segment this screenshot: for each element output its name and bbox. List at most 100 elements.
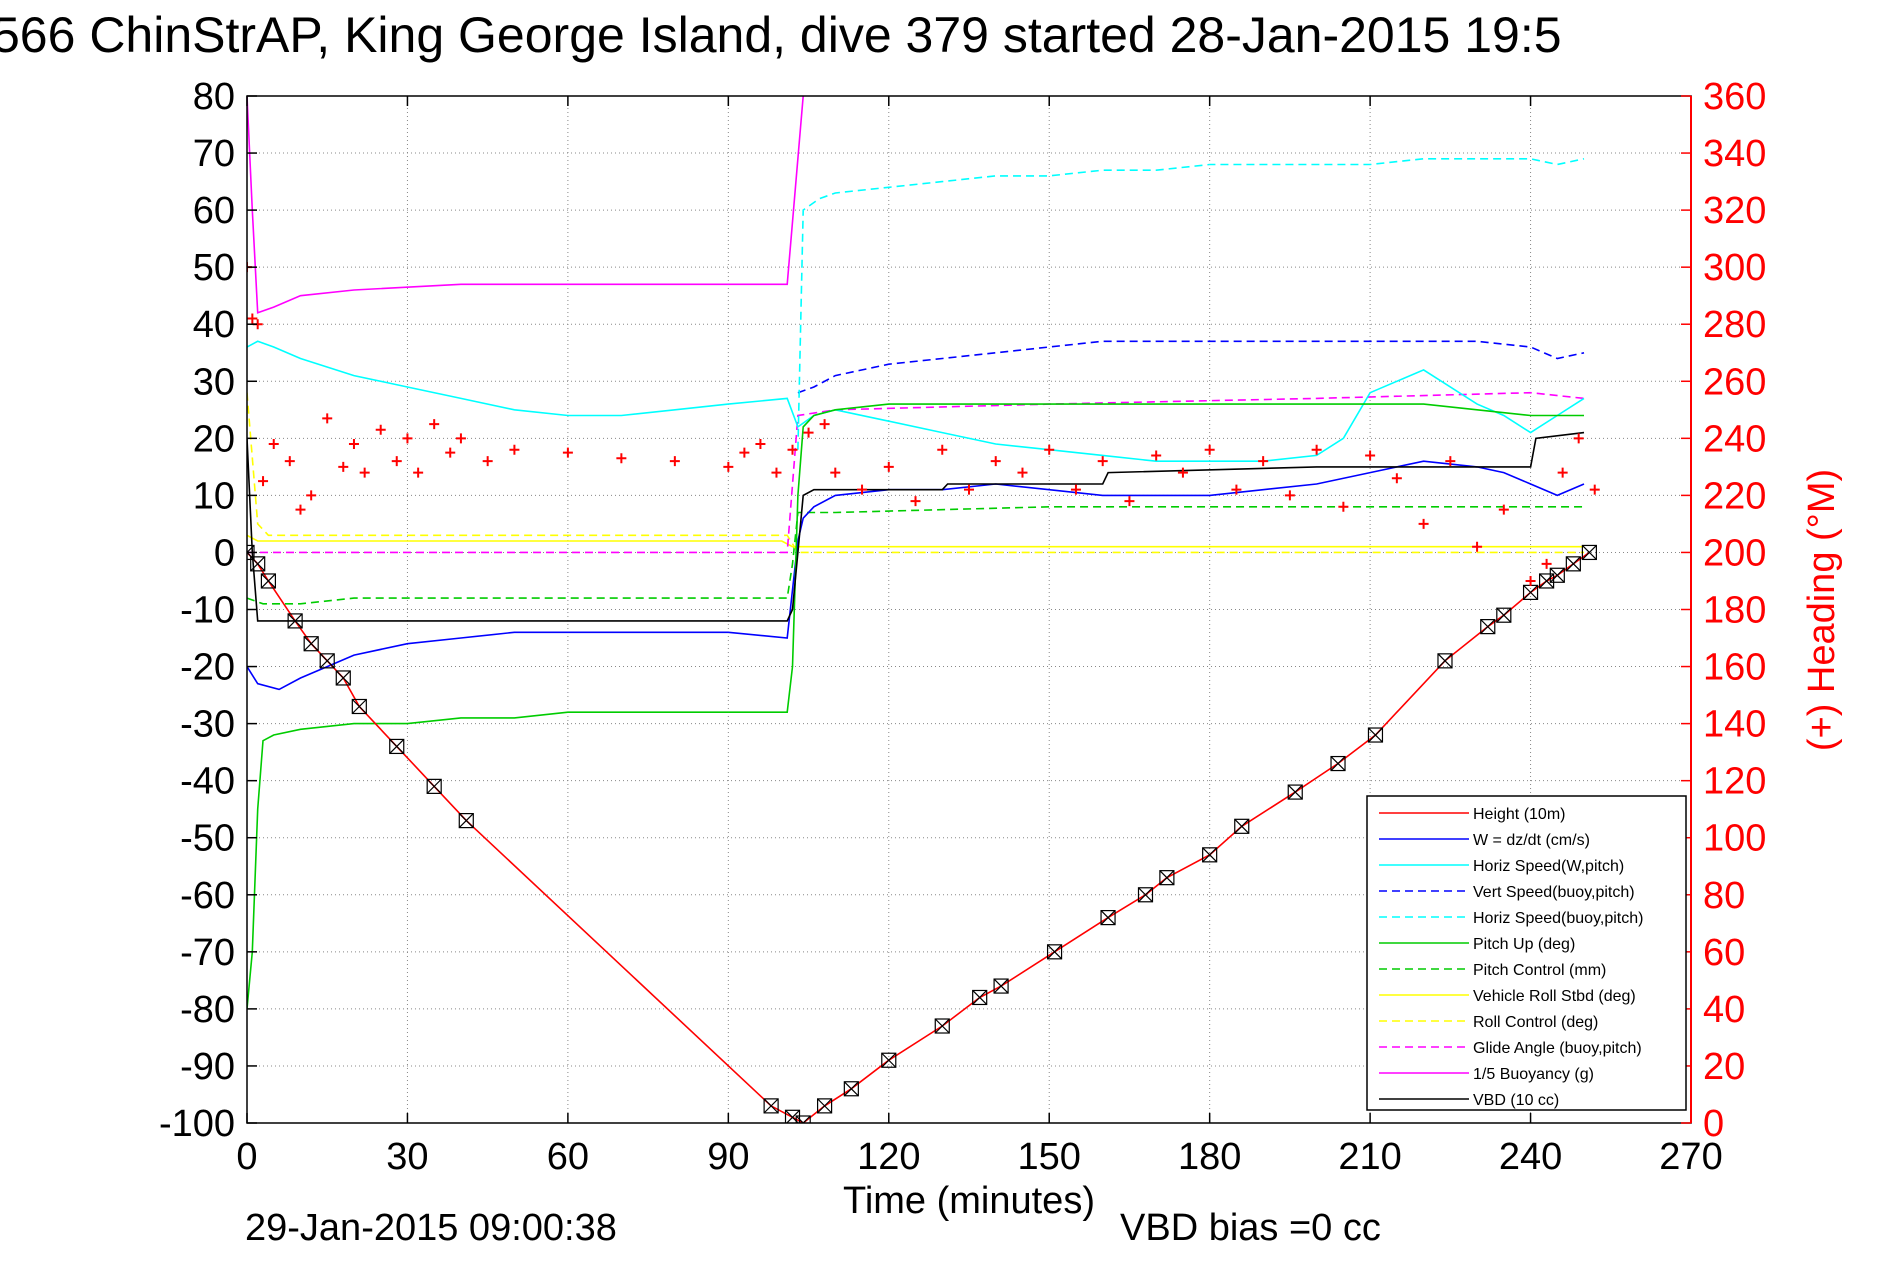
height-marker [934, 1018, 950, 1034]
height-marker [1480, 619, 1496, 635]
marker-box [1202, 847, 1218, 863]
marker-box [1159, 870, 1175, 886]
heading-point [1204, 444, 1215, 455]
heading-point [445, 447, 456, 458]
heading-point [1311, 444, 1322, 455]
legend-label: Roll Control (deg) [1473, 1014, 1598, 1031]
heading-point [787, 444, 798, 455]
heading-point [739, 447, 750, 458]
heading-point [429, 419, 440, 430]
marker-box [1538, 573, 1555, 589]
marker-cross [843, 1081, 859, 1097]
marker-cross [1234, 818, 1250, 834]
heading-point [247, 313, 258, 324]
heading-point [1445, 456, 1456, 467]
height-marker [250, 556, 266, 572]
x-tick-label: 0 [236, 1136, 257, 1178]
marker-cross [1523, 584, 1538, 600]
marker-box [1549, 567, 1565, 583]
heading-point [1338, 501, 1349, 512]
marker-cross [881, 1052, 897, 1068]
marker-box [426, 778, 442, 794]
marker-box [763, 1098, 779, 1114]
y-tick-label: -60 [180, 875, 235, 917]
series-line-pitch-up-deg [247, 403, 1584, 1009]
heading-point [1231, 484, 1242, 495]
series-line-1-5-buoyancy-g [247, 96, 804, 314]
series-line-vbd-10-cc [247, 431, 1585, 622]
footer-date: 29-Jan-2015 09:00:38 [245, 1207, 617, 1249]
heading-point [1391, 473, 1402, 484]
heading-point [1365, 450, 1376, 461]
heading-point [509, 444, 520, 455]
y-tick-label: -40 [180, 761, 235, 803]
legend-label: VBD (10 cc) [1473, 1092, 1559, 1109]
y-right-tick-label: 0 [1703, 1103, 1724, 1145]
marker-cross [1047, 944, 1062, 960]
marker-box [1137, 887, 1154, 903]
marker-box [1367, 727, 1384, 743]
legend: Height (10m) W = dz/dt (cm/s) Horiz Speed(… [1366, 795, 1687, 1111]
marker-box [993, 978, 1009, 994]
marker-box [784, 1109, 801, 1123]
heading-point [1044, 444, 1055, 455]
heading-point [1177, 467, 1188, 478]
heading-point [803, 427, 814, 438]
heading-point [857, 484, 868, 495]
heading-point [1589, 484, 1600, 495]
height-marker [335, 670, 351, 686]
legend-label: Glide Angle (buoy,pitch) [1473, 1040, 1642, 1057]
marker-cross [1581, 545, 1597, 560]
y-tick-label: 20 [193, 418, 235, 460]
marker-cross [817, 1098, 833, 1114]
height-marker [1234, 818, 1250, 834]
marker-box [351, 698, 367, 715]
marker-box [972, 989, 988, 1006]
heading-point [258, 476, 269, 487]
x-tick-label: 30 [386, 1136, 428, 1178]
height-marker [319, 653, 335, 669]
marker-box [843, 1081, 859, 1097]
height-marker [1367, 727, 1384, 743]
y-tick-label: 70 [193, 133, 235, 175]
marker-box [881, 1052, 897, 1068]
marker-cross [1138, 887, 1153, 903]
chart-title: 566 ChinStrAP, King George Island, dive … [0, 7, 1562, 63]
series-line-horiz-speed-w-pitch [247, 340, 1585, 463]
x-tick-label: 210 [1338, 1136, 1401, 1178]
marker-box [260, 573, 276, 589]
heading-point [455, 433, 466, 444]
heading-point [830, 467, 841, 478]
heading-point [990, 456, 1001, 467]
marker-box [1046, 944, 1063, 960]
heading-point [1151, 450, 1162, 461]
height-marker [1437, 653, 1453, 669]
marker-box [319, 653, 335, 669]
y-tick-label: 50 [193, 247, 235, 289]
x-axis-label: Time (minutes) [843, 1180, 1095, 1222]
marker-cross [1565, 556, 1581, 572]
marker-box [1287, 784, 1303, 800]
marker-box [287, 613, 303, 629]
heading-point [910, 496, 921, 507]
marker-box [1100, 909, 1116, 926]
heading-point [413, 467, 424, 478]
height-marker [795, 1115, 811, 1123]
series-line-pitch-control-mm [247, 505, 1584, 605]
marker-cross [250, 556, 266, 572]
legend-label: Horiz Speed(buoy,pitch) [1473, 910, 1643, 927]
marker-box [250, 556, 266, 572]
series-line-roll-control-deg [247, 392, 1584, 554]
y-right-tick-label: 320 [1703, 190, 1766, 232]
height-marker [389, 738, 405, 755]
marker-cross [1496, 607, 1512, 623]
height-marker [972, 989, 988, 1006]
legend-items: Height (10m) W = dz/dt (cm/s) Horiz Speed(… [1379, 806, 1643, 1109]
y-tick-label: -90 [180, 1046, 235, 1088]
y-right-tick-label: 360 [1703, 76, 1766, 118]
heading-point [482, 456, 493, 467]
legend-label: Pitch Control (mm) [1473, 962, 1606, 979]
y-tick-label: -50 [180, 818, 235, 860]
marker-cross [458, 813, 474, 829]
y-right-tick-label: 180 [1703, 590, 1766, 632]
